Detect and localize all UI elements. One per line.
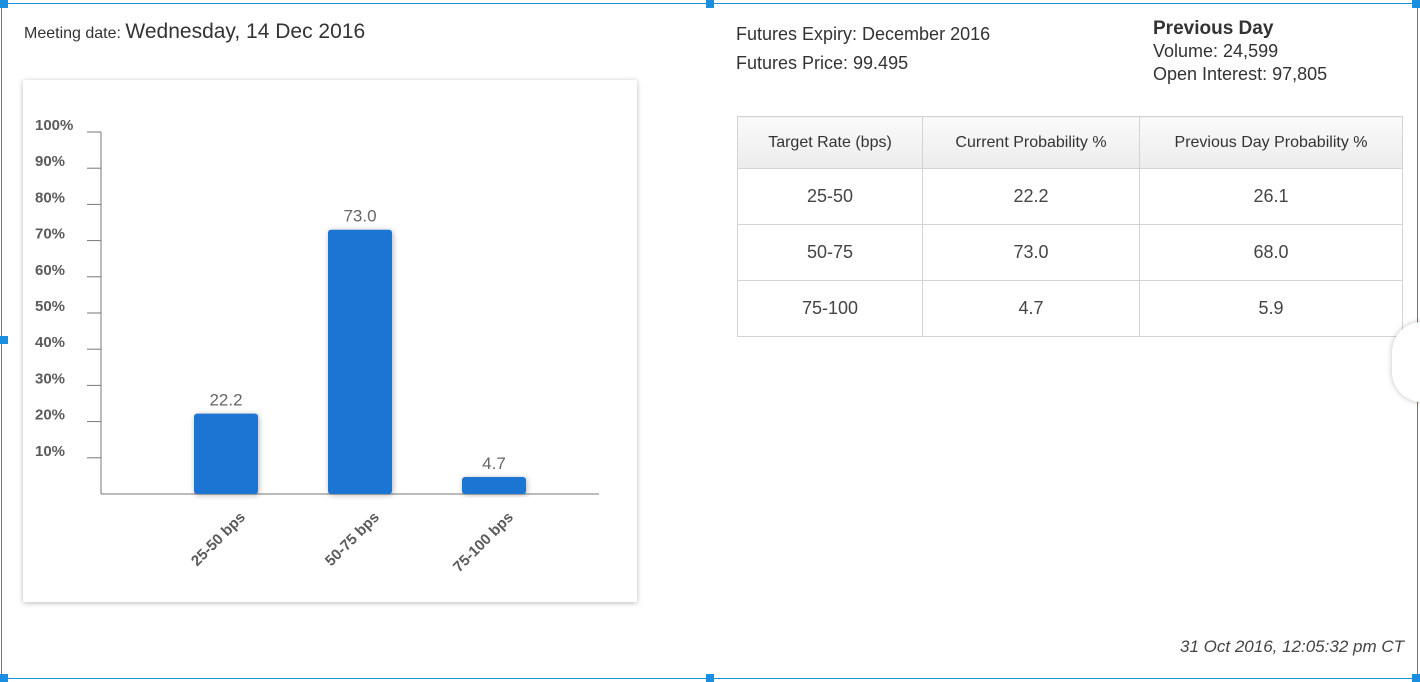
y-tick-label: 70% bbox=[35, 226, 65, 243]
resize-handle-middle-left[interactable] bbox=[0, 336, 8, 344]
previous-day-info: Previous Day Volume: 24,599 Open Interes… bbox=[1153, 17, 1327, 86]
column-header-previous-day-probability: Previous Day Probability % bbox=[1139, 116, 1403, 169]
previous-day-open-interest: Open Interest: 97,805 bbox=[1153, 64, 1328, 84]
meeting-date-label: Meeting date: bbox=[24, 25, 121, 42]
bar-data-label: 73.0 bbox=[343, 207, 376, 226]
table-cell: 22.2 bbox=[922, 168, 1140, 225]
table-cell: 50-75 bbox=[737, 224, 923, 281]
table-cell: 25-50 bbox=[737, 168, 923, 225]
resize-handle-top-middle[interactable] bbox=[706, 0, 714, 8]
previous-day-volume: Volume: 24,599 bbox=[1153, 41, 1279, 61]
table-cell: 75-100 bbox=[737, 280, 923, 337]
bar bbox=[328, 229, 392, 495]
y-tick-label: 60% bbox=[35, 262, 65, 279]
table-cell: 73.0 bbox=[922, 224, 1140, 281]
table-row: 75-100 4.7 5.9 bbox=[737, 280, 1403, 337]
bar-data-label: 22.2 bbox=[209, 391, 242, 410]
last-updated-timestamp: 31 Oct 2016, 12:05:32 pm CT bbox=[1180, 637, 1404, 656]
resize-handle-bottom-middle[interactable] bbox=[706, 674, 714, 682]
column-header-target-rate: Target Rate (bps) bbox=[737, 116, 923, 169]
futures-info: Futures Expiry: December 2016 Futures Pr… bbox=[736, 20, 990, 78]
futures-expiry: Futures Expiry: December 2016 bbox=[736, 24, 991, 44]
bar bbox=[194, 413, 258, 494]
futures-price: Futures Price: 99.495 bbox=[736, 53, 909, 73]
table-cell: 68.0 bbox=[1139, 224, 1403, 281]
x-tick-label: 25-50 bps bbox=[188, 509, 249, 570]
meeting-date-value: Wednesday, 14 Dec 2016 bbox=[125, 20, 366, 43]
meeting-date: Meeting date: Wednesday, 14 Dec 2016 bbox=[24, 20, 365, 44]
table-cell: 26.1 bbox=[1139, 168, 1403, 225]
y-tick-label: 50% bbox=[35, 298, 65, 315]
resize-handle-bottom-right[interactable] bbox=[1412, 674, 1420, 682]
y-tick-label: 10% bbox=[35, 443, 65, 460]
column-header-current-probability: Current Probability % bbox=[922, 116, 1140, 169]
y-tick-label: 90% bbox=[35, 153, 65, 170]
resize-handle-top-left[interactable] bbox=[0, 0, 8, 8]
x-tick-label: 75-100 bps bbox=[450, 509, 517, 576]
table-cell: 4.7 bbox=[922, 280, 1140, 337]
probability-chart: 10% 20% 30% 40% 50% 60% 70% 80% 90% 100% 22.2 25-50… bbox=[23, 80, 637, 602]
y-tick-label: 80% bbox=[35, 189, 65, 206]
y-tick-label: 40% bbox=[35, 334, 65, 351]
y-tick-label: 30% bbox=[35, 370, 65, 387]
table-row: 25-50 22.2 26.1 bbox=[737, 168, 1403, 225]
resize-handle-bottom-left[interactable] bbox=[0, 674, 8, 682]
x-tick-label: 50-75 bps bbox=[322, 509, 383, 570]
bar-data-label: 4.7 bbox=[482, 454, 506, 473]
scroll-right-button[interactable] bbox=[1392, 322, 1420, 402]
probability-table: Target Rate (bps) Current Probability % … bbox=[737, 116, 1403, 337]
table-row: 50-75 73.0 68.0 bbox=[737, 224, 1403, 281]
resize-handle-top-right[interactable] bbox=[1412, 0, 1420, 8]
bar bbox=[462, 476, 526, 494]
probability-chart-svg: 10% 20% 30% 40% 50% 60% 70% 80% 90% 100% 22.2 25-50… bbox=[35, 117, 599, 576]
table-header-row: Target Rate (bps) Current Probability % … bbox=[737, 116, 1403, 169]
y-tick-label: 100% bbox=[35, 117, 73, 134]
y-tick-label: 20% bbox=[35, 407, 65, 424]
table-cell: 5.9 bbox=[1139, 280, 1403, 337]
previous-day-heading: Previous Day bbox=[1153, 18, 1274, 39]
